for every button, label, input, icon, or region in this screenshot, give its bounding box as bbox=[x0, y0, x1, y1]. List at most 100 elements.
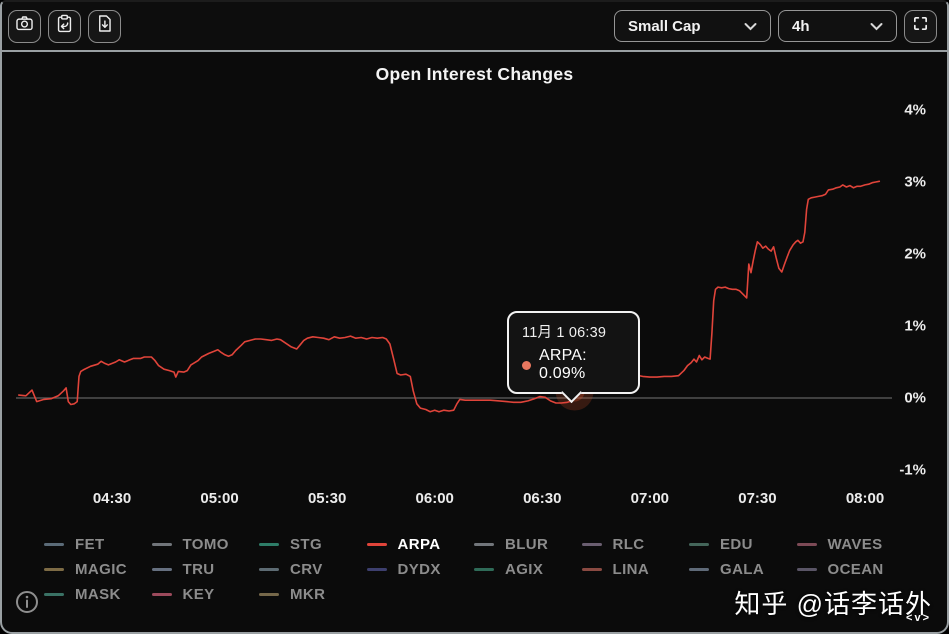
export-button[interactable] bbox=[88, 9, 121, 43]
file-download-icon bbox=[95, 14, 114, 38]
y-tick-label: 1% bbox=[904, 317, 926, 335]
y-tick-label: 0% bbox=[904, 389, 926, 407]
legend-label: DYDX bbox=[397, 561, 441, 578]
legend-swatch-icon bbox=[151, 543, 172, 546]
toolbar-right-group: Small Cap 4h bbox=[614, 9, 937, 43]
legend-swatch-icon bbox=[259, 543, 279, 546]
watermark-corner: <v> bbox=[906, 612, 931, 624]
legend-swatch-icon bbox=[474, 543, 494, 546]
interval-select-value: 4h bbox=[792, 17, 810, 35]
legend-swatch-icon bbox=[474, 568, 494, 571]
interval-select[interactable]: 4h bbox=[778, 10, 897, 42]
legend-item-arpa[interactable]: ARPA bbox=[366, 532, 475, 557]
legend-item-key[interactable]: KEY bbox=[151, 582, 260, 607]
fullscreen-icon bbox=[912, 15, 929, 37]
toolbar: Small Cap 4h bbox=[2, 2, 947, 52]
fullscreen-button[interactable] bbox=[904, 9, 937, 43]
legend-item-lina[interactable]: LINA bbox=[581, 557, 690, 582]
legend-label: LINA bbox=[612, 561, 650, 578]
legend-label: BLUR bbox=[505, 536, 549, 553]
watermark: 知乎 @话李话外 bbox=[734, 589, 932, 619]
legend-swatch-icon bbox=[581, 543, 602, 546]
y-tick-label: 3% bbox=[904, 173, 926, 191]
chevron-down-icon bbox=[744, 22, 757, 31]
legend-label: MASK bbox=[75, 586, 121, 603]
legend-item-mkr[interactable]: MKR bbox=[259, 582, 367, 607]
legend-item-agix[interactable]: AGIX bbox=[474, 557, 582, 582]
legend-swatch-icon bbox=[689, 543, 709, 546]
chart-title: Open Interest Changes bbox=[375, 64, 574, 84]
y-tick-label: 2% bbox=[904, 245, 926, 263]
y-tick-label: -1% bbox=[899, 461, 926, 479]
legend-swatch-icon bbox=[259, 568, 279, 571]
legend-item-waves[interactable]: WAVES bbox=[796, 532, 905, 557]
legend-label: TOMO bbox=[182, 536, 229, 553]
legend-swatch-icon bbox=[44, 543, 64, 546]
legend-item-ocean[interactable]: OCEAN bbox=[796, 557, 905, 582]
camera-icon bbox=[15, 14, 34, 38]
legend-swatch-icon bbox=[796, 568, 817, 571]
x-tick-label: 07:30 bbox=[738, 490, 777, 507]
legend-swatch-icon bbox=[581, 568, 602, 571]
legend-item-blur[interactable]: BLUR bbox=[474, 532, 582, 557]
legend-item-mask[interactable]: MASK bbox=[44, 582, 152, 607]
category-select-value: Small Cap bbox=[628, 17, 701, 35]
legend-item-stg[interactable]: STG bbox=[259, 532, 367, 557]
toolbar-left-group bbox=[8, 9, 121, 43]
y-tick-label: 4% bbox=[904, 101, 926, 119]
legend-label: OCEAN bbox=[827, 561, 884, 578]
legend-label: MAGIC bbox=[75, 561, 127, 578]
legend-item-dydx[interactable]: DYDX bbox=[366, 557, 475, 582]
legend-item-magic[interactable]: MAGIC bbox=[44, 557, 152, 582]
info-icon bbox=[15, 591, 39, 618]
legend-swatch-icon bbox=[259, 593, 279, 596]
series-line-arpa bbox=[18, 180, 881, 413]
x-tick-label: 04:30 bbox=[92, 490, 132, 507]
legend-label: RLC bbox=[612, 536, 645, 553]
legend-label: FET bbox=[75, 536, 105, 553]
legend-swatch-icon bbox=[151, 568, 172, 571]
screenshot-button[interactable] bbox=[8, 9, 41, 43]
x-tick-label: 05:00 bbox=[200, 490, 239, 507]
legend-item-tomo[interactable]: TOMO bbox=[151, 532, 260, 557]
tooltip-value: ARPA: 0.09% bbox=[539, 347, 587, 382]
legend-item-fet[interactable]: FET bbox=[44, 532, 152, 557]
legend-swatch-icon bbox=[366, 543, 387, 546]
legend-label: CRV bbox=[290, 561, 323, 578]
series-dot-icon bbox=[522, 360, 531, 370]
x-tick-label: 08:00 bbox=[845, 490, 885, 507]
copy-button[interactable] bbox=[48, 9, 81, 43]
category-select[interactable]: Small Cap bbox=[614, 10, 771, 42]
legend-swatch-icon bbox=[689, 568, 709, 571]
tooltip-timestamp: 11月 1 06:39 bbox=[522, 325, 607, 341]
legend-swatch-icon bbox=[366, 568, 387, 571]
legend-label: WAVES bbox=[827, 536, 883, 553]
legend-swatch-icon bbox=[796, 543, 817, 546]
legend-swatch-icon bbox=[44, 593, 64, 596]
legend-swatch-icon bbox=[44, 568, 64, 571]
legend-item-crv[interactable]: CRV bbox=[259, 557, 367, 582]
chevron-down-icon bbox=[870, 22, 883, 31]
legend-label: TRU bbox=[182, 561, 215, 578]
legend-item-gala[interactable]: GALA bbox=[689, 557, 797, 582]
legend-item-rlc[interactable]: RLC bbox=[581, 532, 690, 557]
chart-legend: FET TOMO STG ARPA BLUR RLC EDU WAVES MAGIC TRU CRV… bbox=[44, 532, 904, 607]
legend-label: ARPA bbox=[397, 536, 441, 553]
info-button[interactable] bbox=[15, 590, 39, 619]
x-tick-label: 06:00 bbox=[415, 490, 454, 507]
legend-item-edu[interactable]: EDU bbox=[689, 532, 797, 557]
x-tick-label: 07:00 bbox=[630, 490, 670, 507]
legend-label: MKR bbox=[290, 586, 326, 603]
legend-label: EDU bbox=[720, 536, 753, 553]
clipboard-arrow-icon bbox=[55, 14, 74, 38]
legend-swatch-icon bbox=[151, 593, 172, 596]
x-tick-label: 06:30 bbox=[523, 490, 562, 507]
legend-label: STG bbox=[290, 536, 323, 553]
legend-label: KEY bbox=[182, 586, 215, 603]
legend-item-tru[interactable]: TRU bbox=[151, 557, 260, 582]
chart-tooltip: 11月 1 06:39 ARPA: 0.09% bbox=[507, 311, 640, 394]
legend-label: GALA bbox=[720, 561, 765, 578]
legend-label: AGIX bbox=[505, 561, 544, 578]
x-tick-label: 05:30 bbox=[307, 490, 347, 507]
